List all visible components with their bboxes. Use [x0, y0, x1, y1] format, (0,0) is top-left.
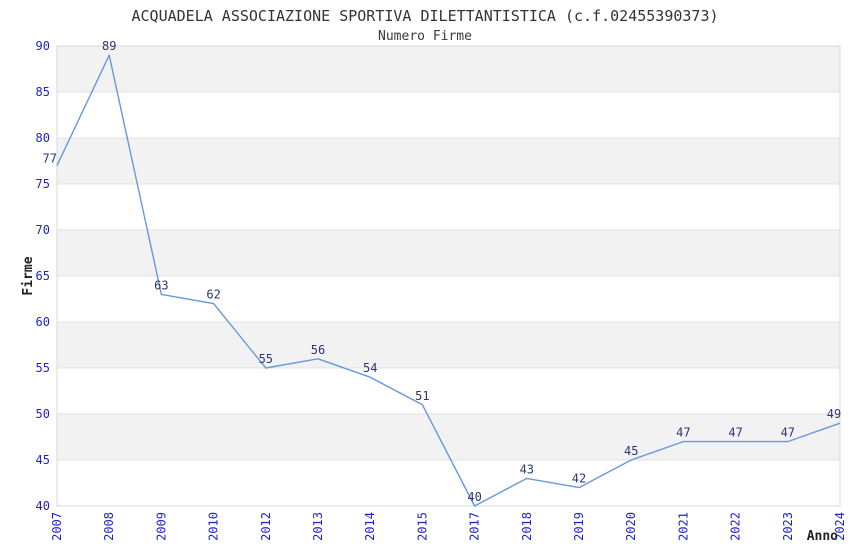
chart-subtitle: Numero Firme: [378, 29, 472, 44]
grid-band: [57, 46, 840, 92]
point-label: 43: [520, 462, 534, 476]
y-tick-label: 70: [36, 223, 50, 237]
x-axis-title: Anno: [807, 529, 838, 544]
grid-band: [57, 230, 840, 276]
x-tick-label: 2013: [311, 512, 325, 541]
point-label: 62: [206, 288, 220, 302]
grid-band: [57, 138, 840, 184]
x-tick-label: 2010: [207, 512, 221, 541]
point-label: 77: [43, 152, 57, 166]
point-label: 47: [781, 426, 795, 440]
point-label: 47: [728, 426, 742, 440]
y-tick-label: 60: [36, 315, 50, 329]
plot-border: [56, 45, 841, 507]
x-tick-label: 2017: [468, 512, 482, 541]
x-tick-label: 2007: [50, 512, 64, 541]
point-label: 42: [572, 472, 586, 486]
y-tick-label: 40: [36, 499, 50, 513]
point-label: 63: [154, 278, 168, 292]
x-tick-label: 2015: [415, 512, 429, 541]
x-tick-label: 2019: [572, 512, 586, 541]
x-tick-label: 2020: [624, 512, 638, 541]
y-tick-label: 75: [36, 177, 50, 191]
grid-band: [57, 322, 840, 368]
point-label: 54: [363, 361, 377, 375]
x-tick-label: 2008: [102, 512, 116, 541]
x-tick-label: 2012: [259, 512, 273, 541]
data-line: [56, 54, 841, 507]
x-tick-label: 2018: [520, 512, 534, 541]
x-tick-label: 2014: [363, 512, 377, 541]
y-tick-label: 50: [36, 407, 50, 421]
x-tick-label: 2021: [676, 512, 690, 541]
point-label: 45: [624, 444, 638, 458]
chart-title: ACQUADELA ASSOCIAZIONE SPORTIVA DILETTAN…: [131, 7, 719, 25]
y-tick-label: 80: [36, 131, 50, 145]
grid-band: [57, 414, 840, 460]
point-label: 56: [311, 343, 325, 357]
point-label: 51: [415, 389, 429, 403]
x-tick-label: 2024: [833, 512, 847, 541]
y-axis-title: Firme: [21, 256, 36, 295]
y-tick-label: 55: [36, 361, 50, 375]
y-tick-label: 45: [36, 453, 50, 467]
x-tick-label: 2022: [729, 512, 743, 541]
point-label: 55: [259, 352, 273, 366]
y-tick-label: 90: [36, 39, 50, 53]
point-label: 89: [102, 39, 116, 53]
point-label: 49: [827, 407, 841, 421]
y-tick-label: 65: [36, 269, 50, 283]
x-tick-label: 2009: [154, 512, 168, 541]
y-tick-label: 85: [36, 85, 50, 99]
point-label: 40: [467, 490, 481, 504]
point-label: 47: [676, 426, 690, 440]
x-tick-label: 2023: [781, 512, 795, 541]
